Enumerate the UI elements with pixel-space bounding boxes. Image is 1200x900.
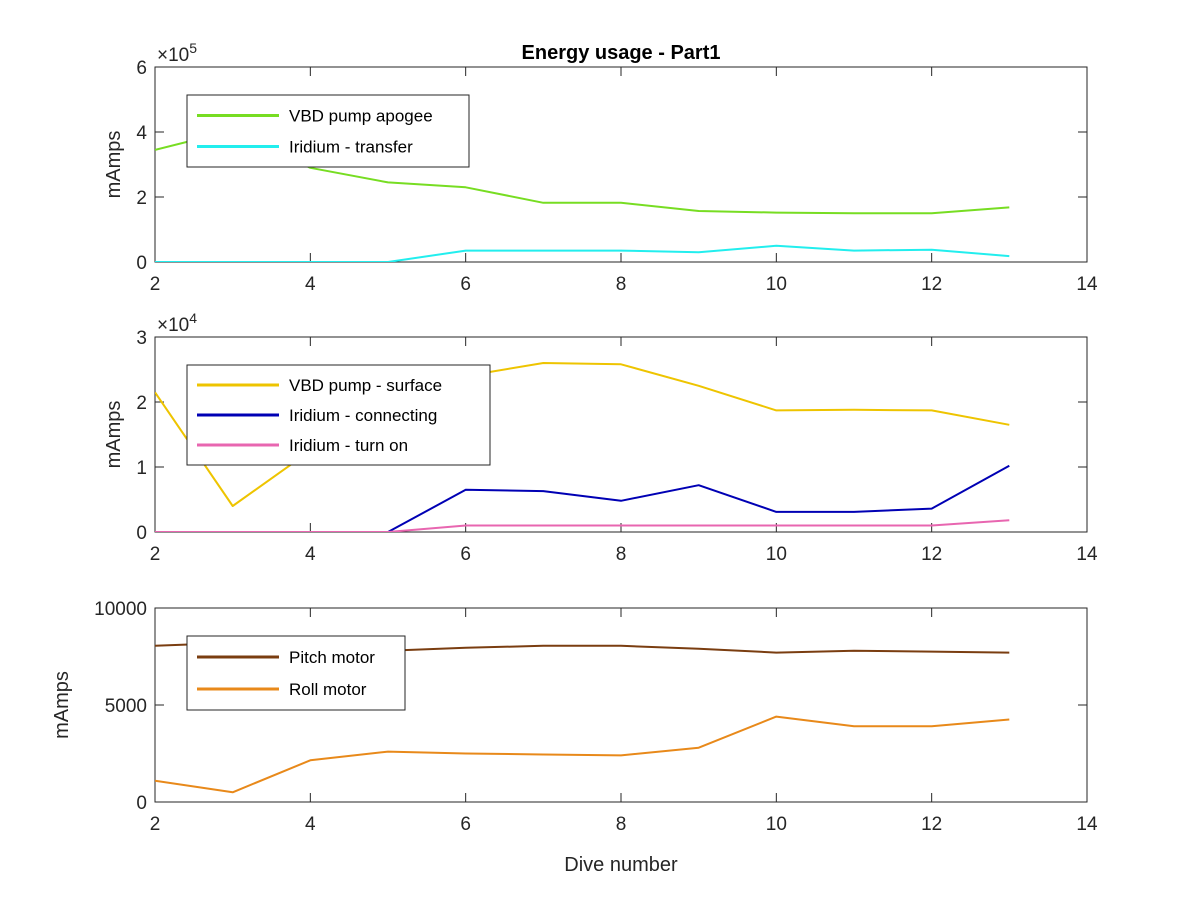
y-tick-label: 1 [136, 458, 147, 479]
series-line [155, 464, 1010, 532]
x-tick-label: 10 [766, 544, 787, 565]
legend-label: Iridium - connecting [289, 406, 437, 425]
legend-label: Pitch motor [289, 648, 375, 667]
x-tick-label: 10 [766, 814, 787, 835]
x-tick-label: 4 [305, 544, 316, 565]
legend-label: Iridium - transfer [289, 138, 413, 157]
x-axis-label: Dive number [564, 854, 678, 876]
y-tick-label: 5000 [105, 696, 147, 717]
x-tick-label: 2 [150, 544, 161, 565]
x-tick-label: 14 [1076, 274, 1098, 295]
x-tick-label: 2 [150, 814, 161, 835]
x-tick-label: 14 [1076, 814, 1098, 835]
x-tick-label: 12 [921, 544, 942, 565]
y-exponent-label: ×104 [157, 310, 197, 336]
y-tick-label: 0 [136, 523, 147, 544]
x-tick-label: 2 [150, 274, 161, 295]
y-tick-label: 0 [136, 793, 147, 814]
y-tick-label: 2 [136, 393, 147, 414]
legend-label: VBD pump - surface [289, 376, 442, 395]
y-axis-label: mAmps [103, 401, 125, 469]
legend-label: Roll motor [289, 680, 367, 699]
x-tick-label: 8 [616, 814, 627, 835]
y-tick-label: 2 [136, 188, 147, 209]
series-line [155, 244, 1010, 262]
y-tick-label: 6 [136, 58, 147, 79]
x-tick-label: 10 [766, 274, 787, 295]
legend-label: Iridium - turn on [289, 436, 408, 455]
x-tick-label: 12 [921, 274, 942, 295]
y-tick-label: 3 [136, 328, 147, 349]
y-axis-label: mAmps [51, 671, 73, 739]
x-tick-label: 8 [616, 544, 627, 565]
x-tick-label: 6 [460, 274, 471, 295]
series-line [155, 715, 1010, 794]
x-tick-label: 6 [460, 544, 471, 565]
legend-label: VBD pump apogee [289, 107, 433, 126]
legend: VBD pump apogee Iridium - transfer [186, 94, 470, 168]
x-tick-label: 8 [616, 274, 627, 295]
y-exponent-label: ×105 [157, 40, 197, 66]
x-tick-label: 14 [1076, 544, 1098, 565]
legend: Pitch motor Roll motor [186, 635, 406, 711]
x-tick-label: 6 [460, 814, 471, 835]
x-tick-label: 4 [305, 814, 316, 835]
y-tick-label: 0 [136, 253, 147, 274]
legend-box [186, 635, 406, 711]
y-tick-label: 4 [136, 123, 147, 144]
subplot-3: 2 4 6 8 10 12 14 0 5000 10000 mAmps Dive number Pitc… [51, 599, 1098, 876]
x-tick-label: 12 [921, 814, 942, 835]
chart-title: Energy usage - Part1 [522, 42, 721, 64]
y-tick-label: 10000 [94, 599, 147, 620]
legend-box [186, 94, 470, 168]
series-line [155, 519, 1010, 532]
x-tick-label: 4 [305, 274, 316, 295]
legend: VBD pump - surface Iridium - connecting Ir… [186, 364, 491, 466]
y-axis-label: mAmps [103, 131, 125, 199]
